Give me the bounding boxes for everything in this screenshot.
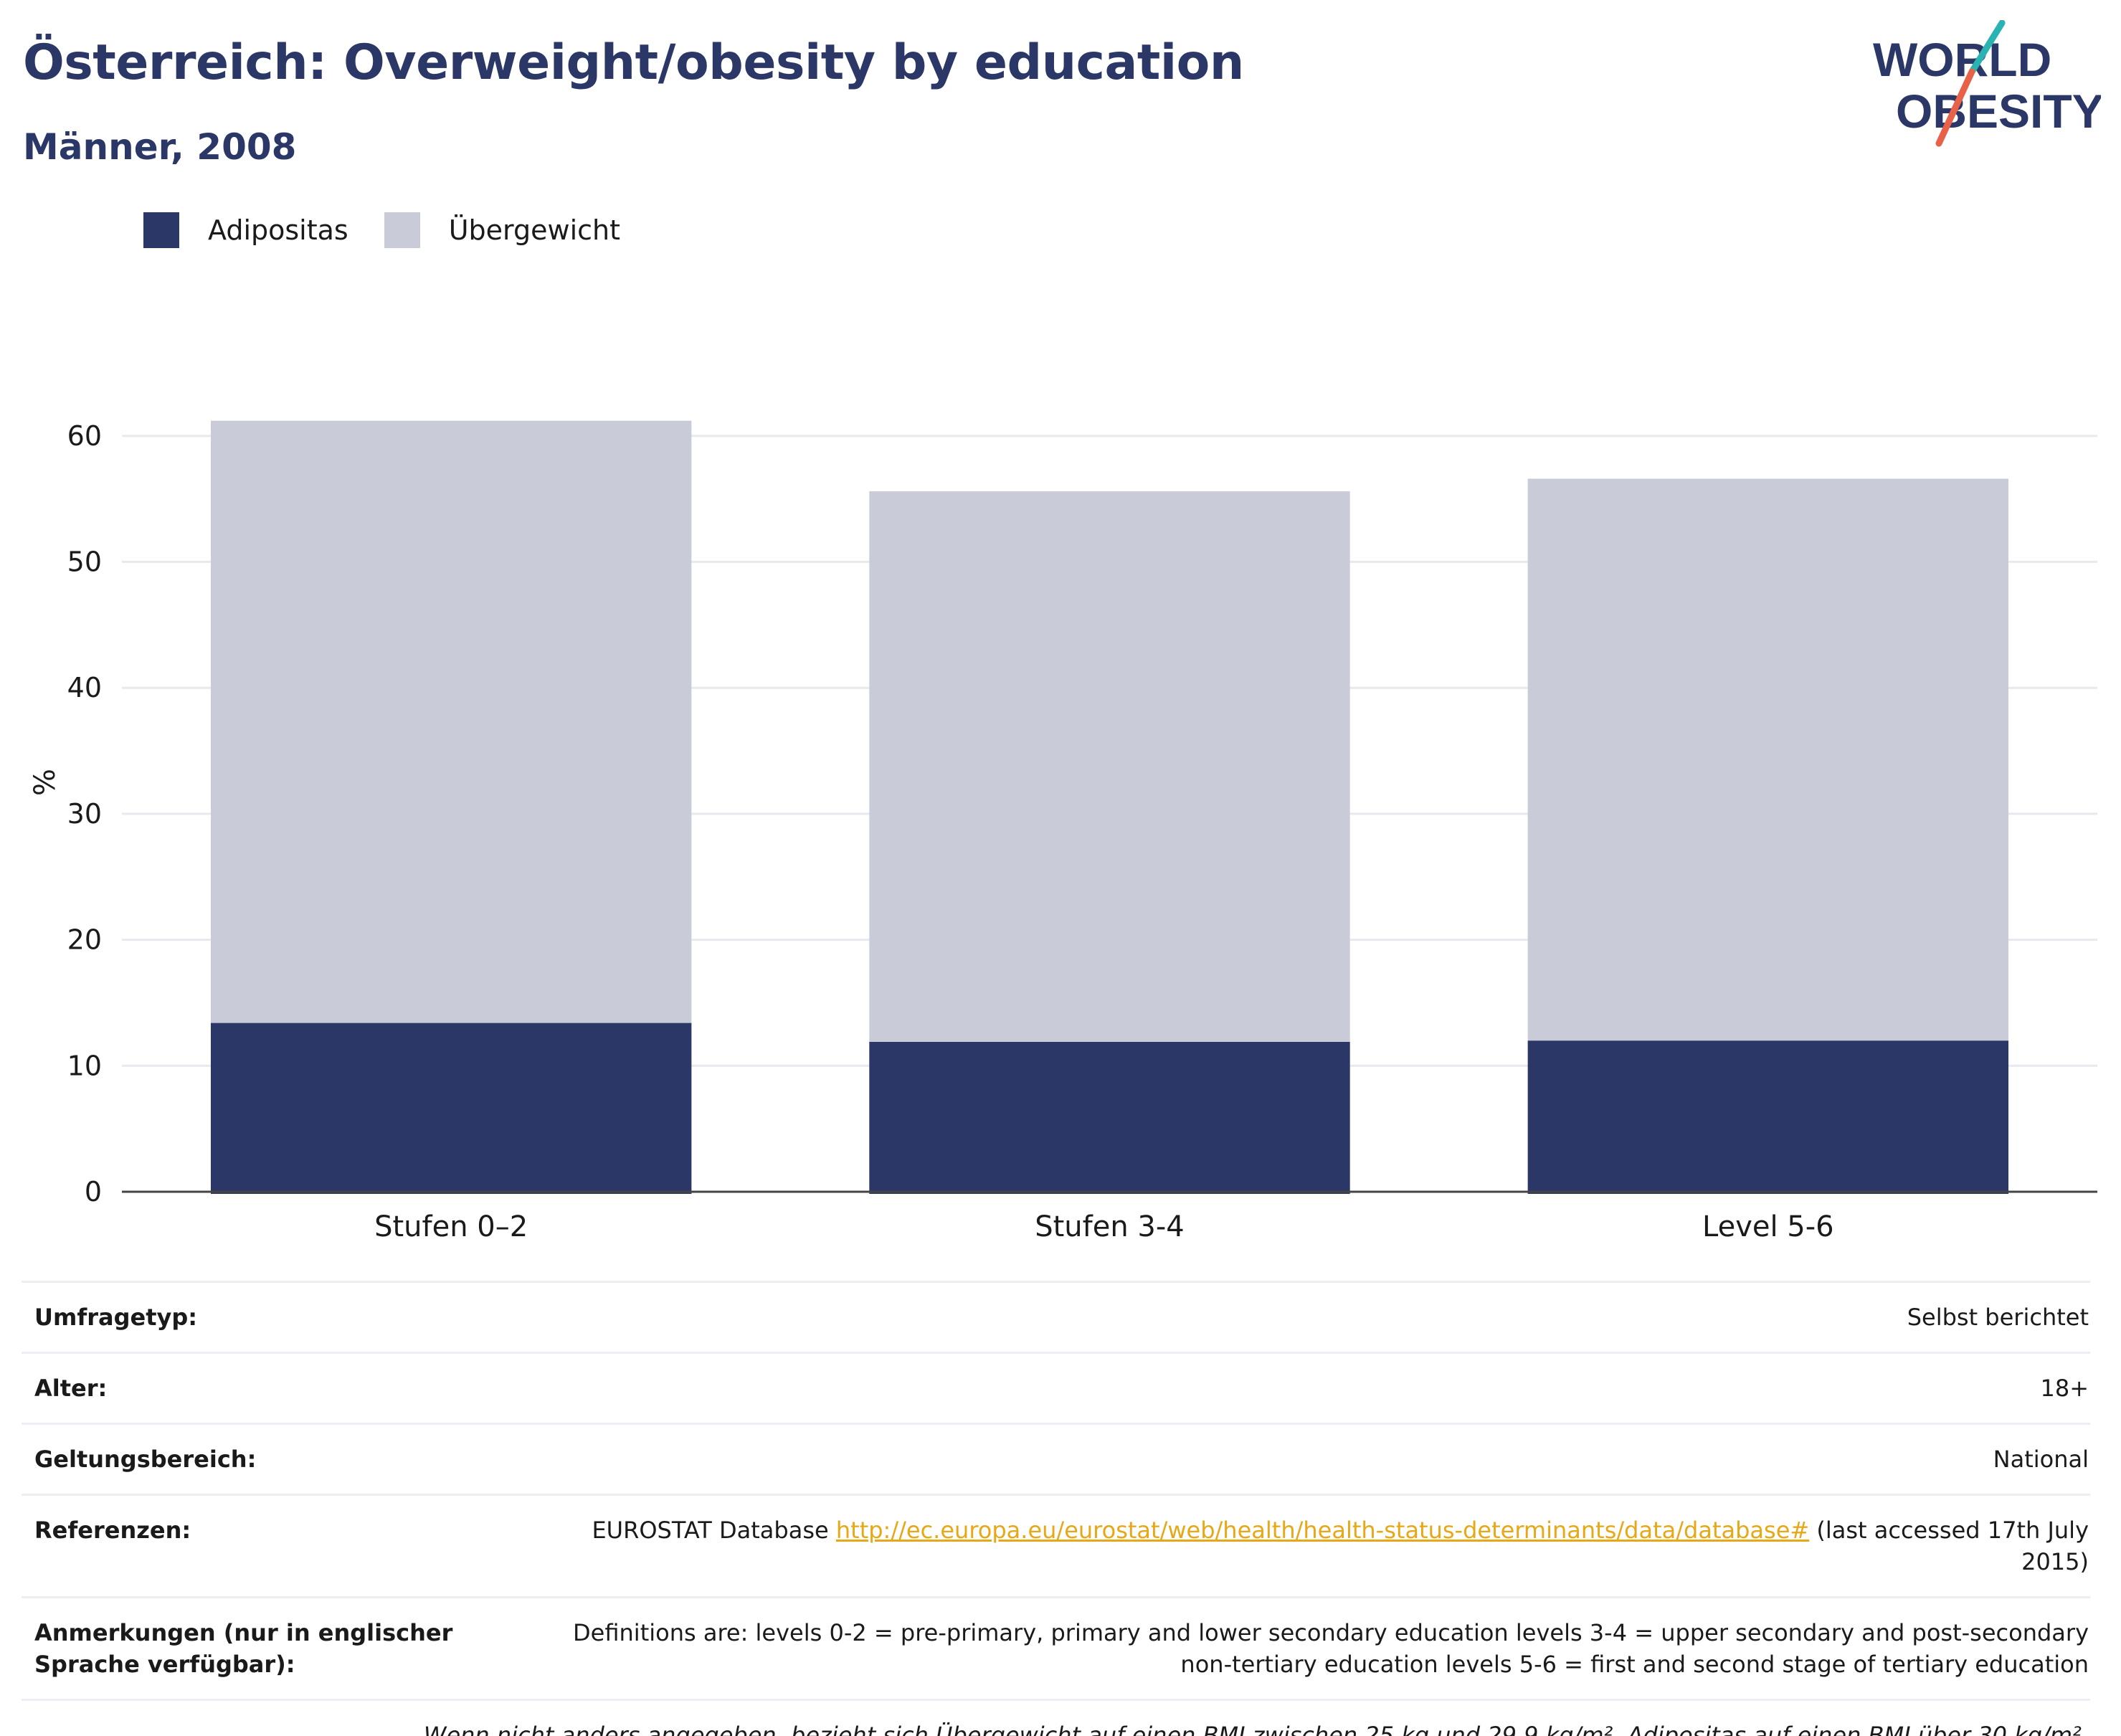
world-obesity-logo: WORLD OBESITY: [1864, 19, 2104, 149]
bar-obesity: [1527, 1040, 2009, 1194]
references-prefix: EUROSTAT Database: [592, 1517, 836, 1544]
x-tick-label: Stufen 3-4: [1035, 1210, 1185, 1243]
meta-val-notes: Definitions are: levels 0-2 = pre-primar…: [573, 1619, 2089, 1678]
bar-overweight: [869, 491, 1350, 1042]
legend: Adipositas Übergewicht: [143, 212, 656, 248]
meta-row-notes: Anmerkungen (nur in englischer Sprache v…: [22, 1596, 2090, 1699]
chart-svg: 0 10 20 30 40 50 60% Stufen 0–2 Stufen 3-4 Level …: [29, 420, 2097, 1243]
legend-swatch-obesity: [143, 212, 179, 248]
meta-row-age: Alter: 18+: [22, 1352, 2090, 1423]
y-tick-label: 50: [67, 546, 102, 578]
meta-key-survey-type: Umfragetyp:: [34, 1304, 198, 1331]
meta-row-references: Referenzen: EUROSTAT Database http://ec.…: [22, 1494, 2090, 1596]
logo-word-obesity: OBESITY: [1896, 85, 2101, 138]
bar-obesity: [869, 1041, 1350, 1194]
x-tick-label: Level 5-6: [1702, 1210, 1834, 1243]
y-tick-label: 40: [67, 672, 102, 703]
legend-item-overweight[interactable]: Übergewicht: [384, 212, 620, 248]
legend-label-overweight: Übergewicht: [448, 214, 620, 246]
logo-word-world: WORLD: [1873, 33, 2051, 86]
y-tick-label: 60: [67, 420, 102, 452]
legend-label-obesity: Adipositas: [208, 214, 348, 246]
meta-val-scope: National: [1993, 1446, 2089, 1473]
chart-title: Österreich: Overweight/obesity by educat…: [23, 34, 1244, 91]
y-tick-label: 30: [67, 798, 102, 830]
meta-key-scope: Geltungsbereich:: [34, 1446, 257, 1473]
y-tick-label: 10: [67, 1050, 102, 1081]
y-tick-label: 20: [67, 924, 102, 956]
meta-key-age: Alter:: [34, 1375, 108, 1402]
legend-item-obesity[interactable]: Adipositas: [143, 212, 348, 248]
meta-val-age: 18+: [2040, 1375, 2089, 1402]
chart-subtitle: Männer, 2008: [23, 126, 297, 168]
meta-key-references: Referenzen:: [34, 1517, 191, 1544]
meta-footnote: Wenn nicht anders angegeben, bezieht sic…: [423, 1722, 2089, 1736]
meta-val-references: EUROSTAT Database http://ec.europa.eu/eu…: [565, 1514, 2089, 1578]
stacked-bar-chart: 0 10 20 30 40 50 60% Stufen 0–2 Stufen 3-4 Level …: [0, 344, 2121, 1248]
bar-obesity: [210, 1023, 692, 1194]
y-tick-label: 0: [85, 1176, 102, 1208]
meta-row-footnote: Wenn nicht anders angegeben, bezieht sic…: [22, 1699, 2090, 1736]
logo-slash-teal: [1968, 19, 2006, 75]
meta-val-survey-type: Selbst berichtet: [1907, 1304, 2089, 1331]
logo-slash-red: [1935, 68, 1975, 147]
bar-overweight: [210, 420, 692, 1023]
meta-key-notes: Anmerkungen (nur in englischer Sprache v…: [34, 1619, 453, 1678]
metadata-table: Umfragetyp: Selbst berichtet Alter: 18+ …: [22, 1281, 2090, 1736]
x-tick-label: Stufen 0–2: [374, 1210, 528, 1243]
legend-swatch-overweight: [384, 212, 420, 248]
references-link[interactable]: http://ec.europa.eu/eurostat/web/health/…: [835, 1517, 1810, 1544]
bar-overweight: [1527, 478, 2009, 1041]
meta-row-scope: Geltungsbereich: National: [22, 1423, 2090, 1494]
references-suffix: (last accessed 17th July 2015): [1809, 1517, 2089, 1575]
y-axis-label: %: [29, 769, 62, 796]
meta-row-survey-type: Umfragetyp: Selbst berichtet: [22, 1281, 2090, 1352]
